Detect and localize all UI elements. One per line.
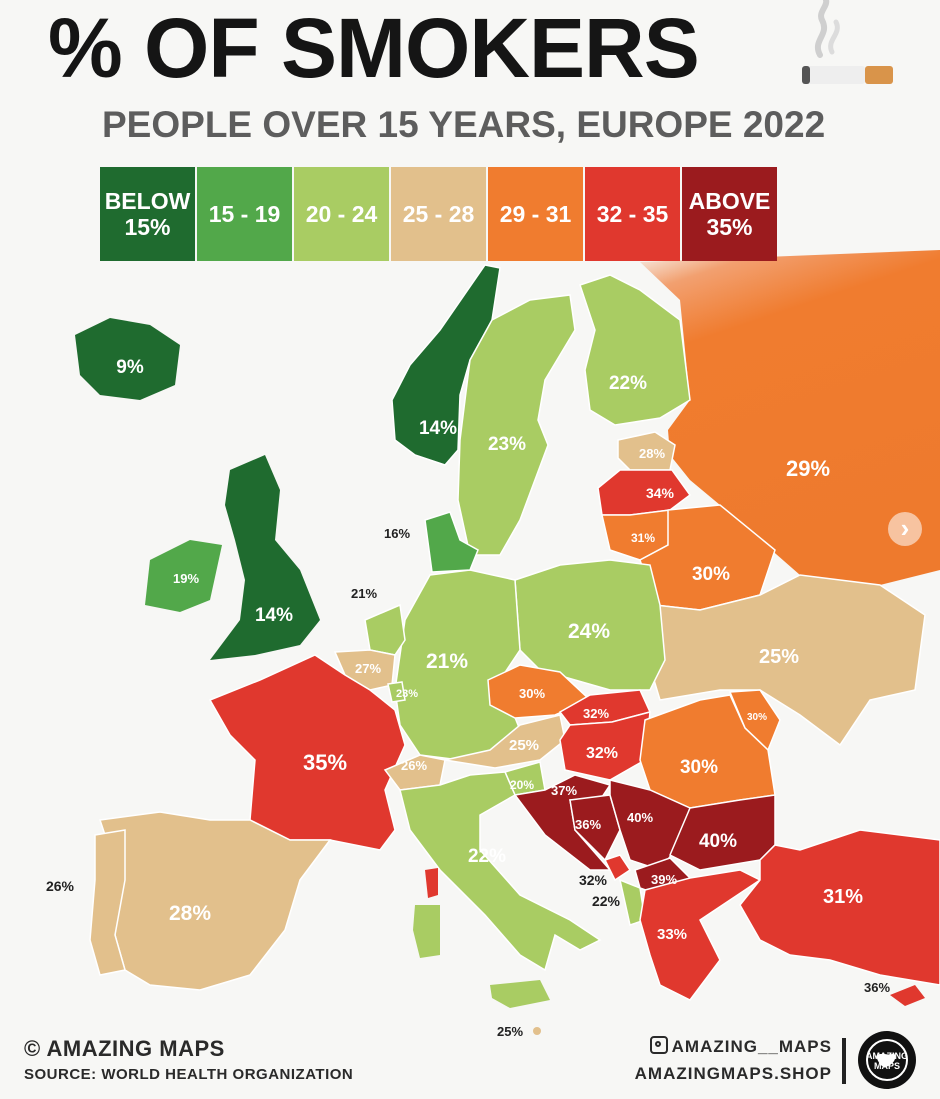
luxembourg-region [387, 681, 406, 703]
cyprus-region [890, 985, 925, 1006]
label-montenegro: 32% [579, 872, 608, 888]
legend-below-15: BELOW 15% [100, 167, 195, 261]
label-albania: 22% [592, 893, 621, 909]
cigarette-icon [802, 0, 893, 84]
instagram-icon [649, 1036, 668, 1054]
label-italy: 22% [468, 846, 506, 867]
label-cyprus: 36% [864, 980, 890, 995]
netherlands-region [364, 603, 406, 656]
label-russia: 29% [786, 456, 830, 481]
label-bulgaria: 40% [699, 831, 737, 852]
turkey-region [739, 829, 940, 986]
divider [842, 1038, 846, 1084]
source-text: SOURCE: WORLD HEALTH ORGANIZATION [24, 1066, 354, 1083]
label-north-macedonia: 39% [651, 872, 677, 887]
label-belarus: 30% [692, 564, 730, 585]
montenegro-region [603, 854, 632, 882]
label-norway: 14% [419, 418, 457, 439]
greece-region [639, 869, 762, 1001]
label-sweden: 23% [488, 434, 526, 455]
credit-text: © AMAZING MAPS [24, 1036, 225, 1061]
label-poland: 24% [568, 620, 610, 643]
denmark-region [424, 511, 479, 573]
page-title: % OF SMOKERS [48, 1, 700, 95]
sardinia-region [413, 905, 440, 958]
label-iceland: 9% [116, 357, 144, 378]
legend-15-19: 15 - 19 [197, 167, 292, 261]
france-region [208, 654, 406, 851]
russia-region [640, 250, 940, 585]
label-serbia: 40% [627, 810, 653, 825]
label-lithuania: 31% [631, 531, 655, 545]
legend-29-31: 29 - 31 [488, 167, 583, 261]
label-bosnia: 36% [575, 817, 601, 832]
instagram-handle-text: AMAZING__MAPS [671, 1037, 832, 1056]
italy-region [399, 771, 602, 972]
legend: BELOW 15% 15 - 19 20 - 24 25 - 28 29 - 3… [100, 167, 777, 261]
instagram-handle[interactable]: AMAZING__MAPS [649, 1036, 832, 1057]
legend-above-35: ABOVE 35% [682, 167, 777, 261]
label-croatia: 37% [551, 783, 577, 798]
ukraine-region [647, 574, 926, 747]
globe-icon [866, 1039, 908, 1081]
poland-region [514, 559, 666, 691]
label-germany: 21% [426, 650, 468, 673]
label-belgium: 27% [355, 661, 381, 676]
iceland-region [75, 318, 180, 400]
legend-20-24: 20 - 24 [294, 167, 389, 261]
latvia-region [597, 469, 692, 516]
corsica-region [425, 868, 438, 898]
malta-dot [533, 1027, 541, 1035]
label-estonia: 28% [639, 446, 665, 461]
label-moldova: 30% [747, 712, 767, 723]
label-ukraine: 25% [759, 646, 799, 668]
label-greece: 33% [657, 926, 687, 943]
amazing-maps-logo: AMAZING MAPS [858, 1031, 916, 1089]
label-france: 35% [303, 750, 347, 775]
switzerland-region [383, 754, 446, 791]
austria-region [444, 714, 566, 769]
logo-text: AMAZING MAPS [866, 1051, 908, 1071]
label-ireland: 19% [173, 571, 199, 586]
label-luxembourg: 23% [396, 688, 418, 700]
label-turkey: 31% [823, 886, 863, 908]
label-slovakia: 32% [583, 706, 609, 721]
finland-region [579, 274, 691, 426]
label-malta: 25% [497, 1024, 523, 1039]
sweden-region [457, 294, 576, 556]
label-switzerland: 26% [401, 758, 427, 773]
label-uk: 14% [255, 605, 293, 626]
uk-region [210, 455, 320, 660]
shop-link[interactable]: AMAZINGMAPS.SHOP [634, 1064, 832, 1083]
label-spain: 28% [169, 902, 211, 925]
label-czechia: 30% [519, 686, 545, 701]
portugal-region [89, 829, 126, 976]
sicily-region [490, 980, 550, 1008]
page-subtitle: PEOPLE OVER 15 YEARS, EUROPE 2022 [102, 104, 826, 145]
ireland-region [145, 540, 222, 612]
legend-25-28: 25 - 28 [391, 167, 486, 261]
label-denmark: 16% [384, 526, 410, 541]
bosnia-region [569, 794, 621, 862]
label-latvia: 34% [646, 485, 675, 501]
label-portugal: 26% [46, 878, 75, 894]
label-austria: 25% [509, 737, 539, 754]
label-romania: 30% [680, 757, 718, 778]
next-slide-button[interactable]: › [888, 512, 922, 546]
label-finland: 22% [609, 373, 647, 394]
label-slovenia: 20% [510, 778, 534, 792]
legend-32-35: 32 - 35 [585, 167, 680, 261]
label-hungary: 32% [586, 745, 618, 762]
label-netherlands: 21% [351, 586, 377, 601]
